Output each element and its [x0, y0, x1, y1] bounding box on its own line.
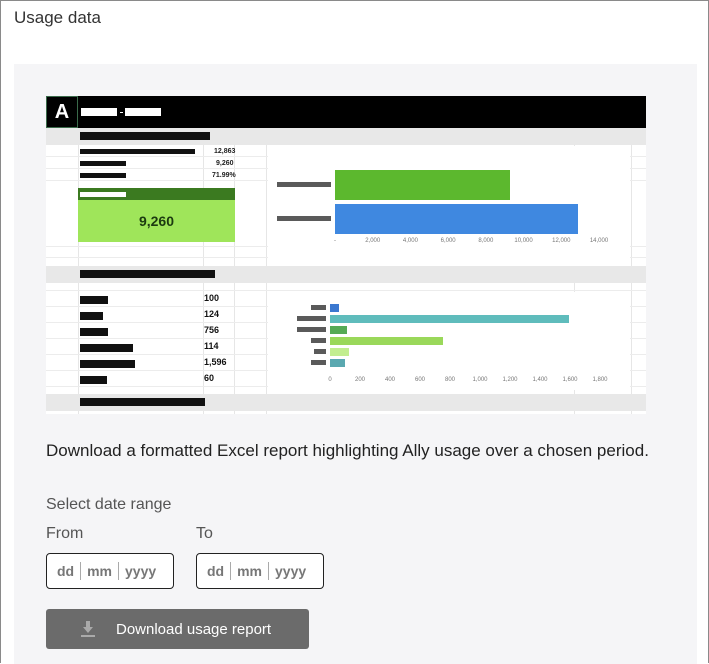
summary-value: 12,863	[214, 148, 236, 155]
redacted-axis-label	[311, 305, 326, 310]
chart-bar	[335, 204, 578, 234]
redacted-label	[80, 312, 103, 320]
chart-bar	[330, 326, 348, 334]
axis-tick-label: 400	[384, 377, 396, 383]
report-preview-image: A 12,863 9,260 71.99% 9,260 - 2,000 4,000 6…	[46, 96, 646, 414]
to-day-field[interactable]: dd	[207, 563, 225, 579]
redacted-axis-label	[277, 182, 331, 187]
table-value: 124	[204, 309, 220, 319]
axis-tick-label: 600	[414, 377, 426, 383]
from-date-input[interactable]: dd mm yyyy	[46, 553, 174, 589]
chart-bar	[330, 359, 345, 367]
download-usage-report-button[interactable]: Download usage report	[46, 609, 309, 649]
to-year-field[interactable]: yyyy	[275, 563, 307, 579]
chart-bar	[335, 170, 510, 200]
table-value: 100	[204, 293, 220, 303]
highlight-value: 9,260	[78, 200, 235, 242]
chart-bar	[330, 315, 570, 323]
redacted-label	[80, 360, 135, 368]
redacted-label	[80, 328, 108, 336]
download-icon	[80, 620, 96, 638]
summary-value: 9,260	[216, 160, 234, 167]
axis-tick-label: 0	[328, 377, 332, 383]
axis-tick-label: 1,600	[562, 377, 578, 383]
axis-tick-label: 4,000	[402, 238, 418, 244]
axis-tick-label: 8,000	[478, 238, 494, 244]
axis-tick-label: 1,200	[502, 377, 518, 383]
axis-tick-label: 14,000	[589, 238, 609, 244]
page-title: Usage data	[14, 8, 101, 27]
redacted-axis-label	[311, 360, 326, 365]
axis-tick-label: 2,000	[365, 238, 381, 244]
axis-tick-label: 6,000	[440, 238, 456, 244]
axis-tick-label: -	[334, 238, 336, 244]
redacted-axis-label	[277, 216, 331, 221]
redacted-axis-label	[314, 349, 326, 354]
table-value: 756	[204, 325, 220, 335]
chart-bar	[330, 337, 444, 345]
from-day-field[interactable]: dd	[57, 563, 75, 579]
top-bar-chart: - 2,000 4,000 6,000 8,000 10,000 12,000 14,000	[268, 146, 630, 266]
chart-bar	[330, 304, 339, 312]
bottom-bar-chart: 0 200 400 600 800 1,000 1,200 1,400 1,600 1,800	[268, 292, 630, 390]
redacted-label	[80, 296, 108, 304]
ally-logo: A	[46, 96, 78, 128]
axis-tick-label: 800	[444, 377, 456, 383]
axis-tick-label: 200	[354, 377, 366, 383]
date-range-heading: Select date range	[46, 496, 172, 513]
table-value: 60	[204, 373, 215, 383]
table-value: 1,596	[204, 357, 227, 367]
redacted-label	[80, 376, 107, 384]
from-month-field[interactable]: mm	[87, 563, 113, 579]
axis-tick-label: 12,000	[552, 238, 571, 244]
axis-tick-label: 1,400	[532, 377, 548, 383]
to-date-input[interactable]: dd mm yyyy	[196, 553, 324, 589]
chart-bar	[330, 348, 349, 356]
summary-value: 71.99%	[212, 172, 236, 179]
redacted-label	[80, 344, 133, 352]
redacted-axis-label	[297, 316, 326, 321]
to-label: To	[196, 525, 213, 542]
to-month-field[interactable]: mm	[237, 563, 263, 579]
axis-tick-label: 1,000	[472, 377, 488, 383]
redacted-axis-label	[297, 327, 326, 332]
from-label: From	[46, 525, 84, 542]
redacted-axis-label	[311, 338, 326, 343]
download-button-label: Download usage report	[116, 620, 272, 638]
axis-tick-label: 1,800	[592, 377, 608, 383]
from-year-field[interactable]: yyyy	[125, 563, 157, 579]
description-text: Download a formatted Excel report highli…	[46, 441, 649, 460]
table-value: 114	[204, 341, 219, 351]
axis-tick-label: 10,000	[514, 238, 533, 244]
